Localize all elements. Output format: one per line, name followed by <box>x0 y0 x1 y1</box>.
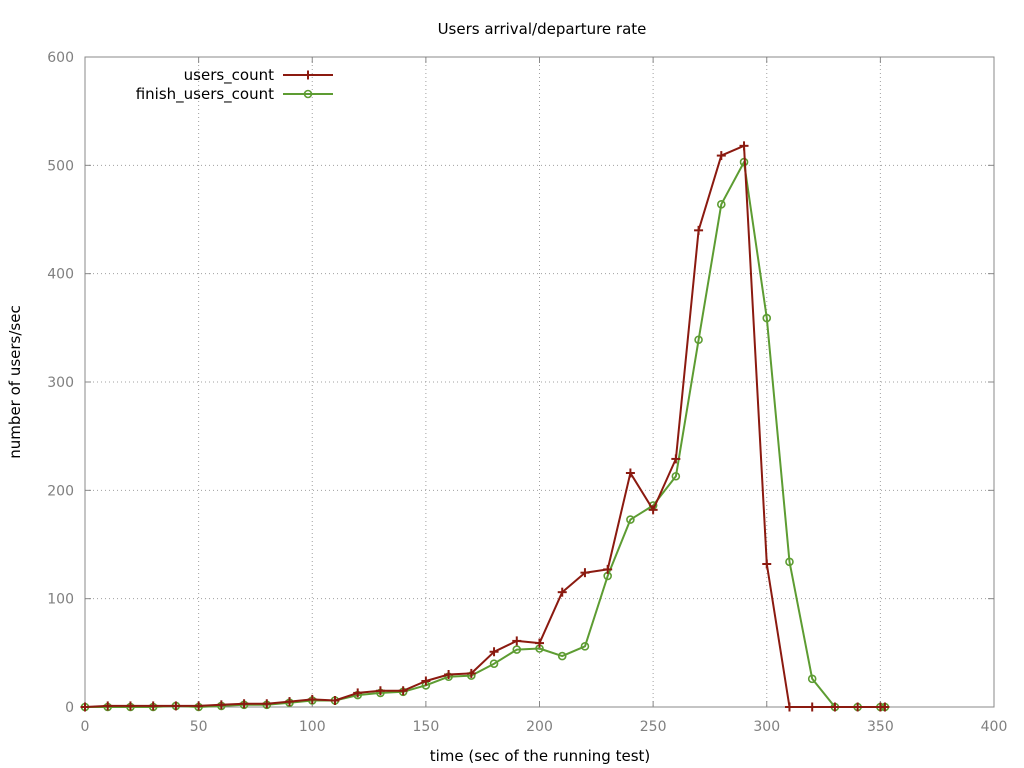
data-point <box>489 647 499 657</box>
y-tick-label: 100 <box>47 592 74 608</box>
data-point <box>512 645 522 654</box>
axis-layer: 0 50 100 150 200 250 300 350 400 0 100 200 300 400 500… <box>47 50 1007 735</box>
legend-entry: finish_users_count <box>136 85 333 104</box>
data-point <box>853 702 863 712</box>
data-point <box>307 694 317 704</box>
data-point <box>716 200 726 209</box>
data-point <box>762 559 772 569</box>
x-tick-label: 400 <box>981 719 1008 735</box>
data-point <box>880 702 890 712</box>
x-tick-label: 0 <box>81 719 90 735</box>
x-tick-label: 350 <box>867 719 894 735</box>
data-point <box>830 702 840 712</box>
x-tick-label: 100 <box>299 719 326 735</box>
data-point <box>671 471 681 481</box>
x-axis-label: time (sec of the running test) <box>430 747 651 765</box>
data-point <box>375 686 385 696</box>
y-tick-label: 300 <box>47 375 74 391</box>
data-point <box>694 335 703 345</box>
grid-layer <box>85 57 994 707</box>
data-point <box>489 659 499 668</box>
data-point <box>125 701 135 711</box>
data-point <box>398 686 408 696</box>
y-tick-label: 200 <box>47 483 74 499</box>
y-axis-label: number of users/sec <box>6 305 24 458</box>
data-point <box>216 700 226 710</box>
series-layer <box>80 141 890 712</box>
data-point <box>784 702 794 712</box>
data-point <box>671 454 681 464</box>
data-point <box>421 676 431 686</box>
y-tick-label: 0 <box>65 700 74 716</box>
data-point <box>330 696 340 705</box>
data-point <box>194 701 204 711</box>
data-point <box>694 225 704 235</box>
data-point <box>580 568 590 578</box>
data-point <box>80 702 90 712</box>
data-point <box>785 557 794 567</box>
data-point <box>535 638 544 648</box>
data-point <box>466 668 476 678</box>
legend-label: finish_users_count <box>136 85 274 104</box>
legend-marker <box>303 70 313 80</box>
legend-entry: users_count <box>184 66 333 85</box>
y-tick-label: 500 <box>47 158 74 174</box>
x-tick-label: 200 <box>526 719 553 735</box>
data-point <box>285 697 295 707</box>
x-tick-label: 250 <box>640 719 667 735</box>
data-point <box>103 701 113 711</box>
data-point <box>512 636 522 646</box>
x-tick-label: 150 <box>413 719 440 735</box>
data-point <box>580 642 590 651</box>
data-point <box>148 701 158 711</box>
data-point <box>716 151 726 161</box>
series-users_count <box>80 141 890 712</box>
x-tick-label: 50 <box>190 719 208 735</box>
data-point <box>353 688 363 698</box>
data-point <box>603 564 613 574</box>
x-tick-label: 300 <box>753 719 780 735</box>
data-point <box>807 702 817 712</box>
y-tick-label: 600 <box>47 50 74 66</box>
data-point <box>739 141 749 151</box>
data-point <box>239 699 249 709</box>
chart-title: Users arrival/departure rate <box>438 20 647 38</box>
data-point <box>807 674 817 684</box>
data-point <box>262 699 272 709</box>
data-point <box>557 651 567 661</box>
data-point <box>626 515 635 524</box>
legend-marker <box>303 89 313 99</box>
data-point <box>444 670 454 679</box>
data-point <box>625 468 635 478</box>
data-point <box>171 701 181 711</box>
y-tick-label: 400 <box>47 267 74 283</box>
data-point <box>648 505 658 515</box>
data-point <box>557 587 567 597</box>
legend-label: users_count <box>184 66 274 85</box>
data-point <box>762 313 772 323</box>
